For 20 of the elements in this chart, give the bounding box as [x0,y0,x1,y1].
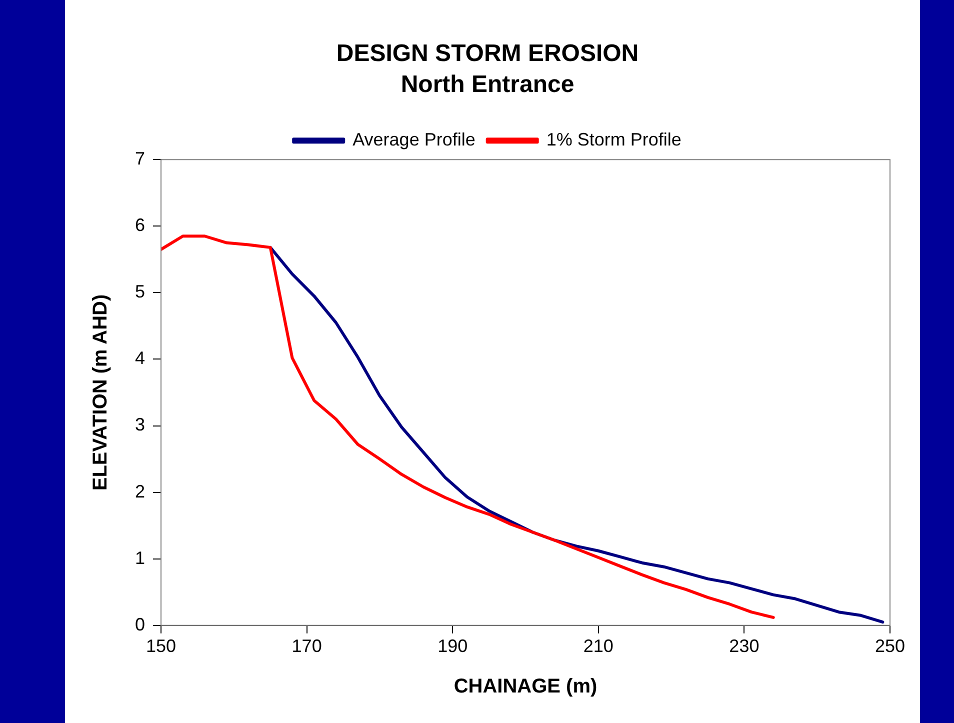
legend-label: Average Profile [352,130,476,150]
y-tick-label: 3 [134,414,146,435]
x-tick-label: 250 [874,636,906,656]
y-tick-label: 5 [134,282,146,302]
x-axis-title: CHAINAGE (m) [454,676,598,698]
x-tick-label: 210 [583,636,614,656]
y-tick-label: 7 [134,148,146,169]
y-tick-label: 2 [134,481,146,502]
y-tick-label: 1 [134,548,146,568]
y-tick-label: 0 [134,614,146,634]
chart-subtitle: North Entrance [400,70,574,98]
x-tick-label: 190 [438,636,468,656]
x-tick-label: 170 [292,636,322,656]
x-tick-label: 150 [146,636,176,656]
chart-title: DESIGN STORM EROSION [336,40,639,68]
x-tick-label: 230 [729,636,760,656]
legend-label: 1% Storm Profile [546,130,682,150]
y-tick-label: 6 [134,215,146,236]
y-tick-label: 4 [134,348,146,368]
y-axis-title: ELEVATION (m AHD) [90,294,112,491]
